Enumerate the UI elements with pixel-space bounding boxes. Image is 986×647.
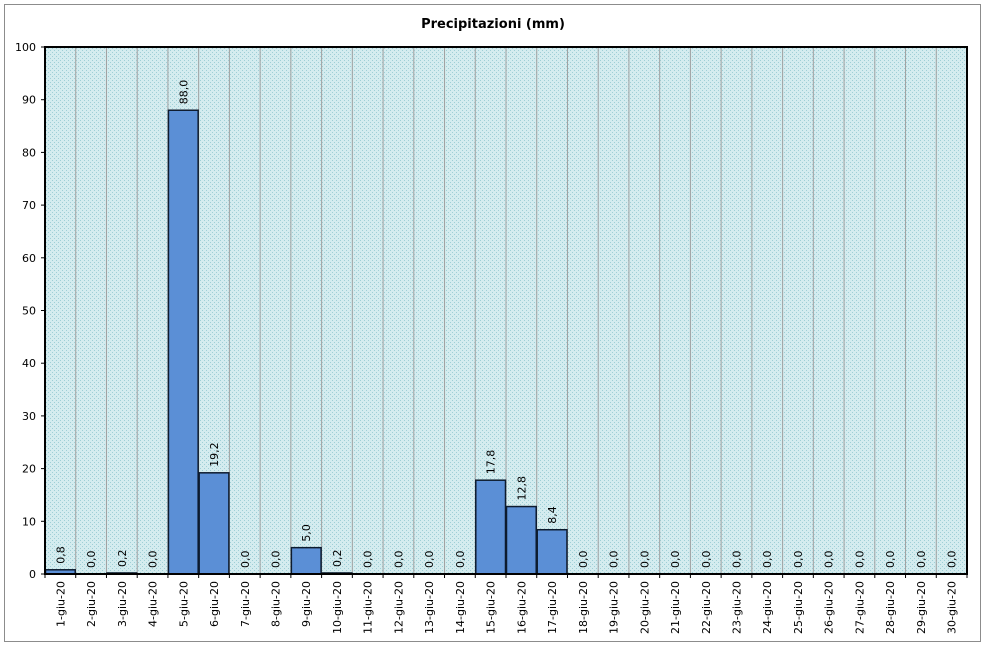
x-tick-label: 12-giu-20 bbox=[392, 581, 405, 634]
plot-border bbox=[44, 46, 968, 575]
x-tick-label: 2-giu-20 bbox=[85, 581, 98, 627]
y-tick-label: 40 bbox=[22, 357, 36, 370]
x-tick-label: 18-giu-20 bbox=[577, 581, 590, 634]
x-tick-label: 28-giu-20 bbox=[884, 581, 897, 634]
data-label: 17,8 bbox=[485, 450, 498, 474]
data-label: 5,0 bbox=[300, 524, 313, 542]
x-tick-label: 5-giu-20 bbox=[177, 581, 190, 627]
x-tick-label: 8-giu-20 bbox=[270, 581, 283, 627]
data-label: 0,0 bbox=[147, 551, 160, 569]
y-tick-label: 0 bbox=[29, 568, 36, 581]
x-tick-label: 14-giu-20 bbox=[454, 581, 467, 634]
x-tick-label: 25-giu-20 bbox=[792, 581, 805, 634]
data-label: 0,0 bbox=[577, 551, 590, 569]
data-label: 0,0 bbox=[85, 551, 98, 569]
x-tick-label: 19-giu-20 bbox=[608, 581, 621, 634]
bar-15-giu-20 bbox=[475, 479, 507, 575]
bar-6-giu-20 bbox=[198, 472, 230, 575]
x-tick-label: 23-giu-20 bbox=[731, 581, 744, 634]
data-label: 0,0 bbox=[239, 551, 252, 569]
data-label: 0,0 bbox=[884, 551, 897, 569]
data-label: 0,0 bbox=[669, 551, 682, 569]
data-label: 88,0 bbox=[177, 80, 190, 105]
x-tick-label: 21-giu-20 bbox=[669, 581, 682, 634]
x-tick-label: 9-giu-20 bbox=[300, 581, 313, 627]
data-label: 0,2 bbox=[116, 549, 129, 567]
data-label: 0,8 bbox=[54, 546, 67, 564]
data-label: 0,0 bbox=[362, 551, 375, 569]
data-label: 0,0 bbox=[423, 551, 436, 569]
data-label: 0,0 bbox=[792, 551, 805, 569]
plot-area: 0,8 0,0 0,2 0,0 88,0 19,2 0,0 0,0 5,0 0,2 0,0 0,0 0,… bbox=[15, 41, 968, 634]
data-label: 0,0 bbox=[608, 551, 621, 569]
data-label: 0,0 bbox=[270, 551, 283, 569]
x-tick-label: 13-giu-20 bbox=[423, 581, 436, 634]
data-label: 0,0 bbox=[454, 551, 467, 569]
x-tick-label: 26-giu-20 bbox=[823, 581, 836, 634]
data-label: 0,0 bbox=[638, 551, 651, 569]
y-tick-label: 30 bbox=[22, 410, 36, 423]
data-label: 0,0 bbox=[731, 551, 744, 569]
x-tick-label: 1-giu-20 bbox=[54, 581, 67, 627]
x-tick-label: 27-giu-20 bbox=[853, 581, 866, 634]
x-tick-label: 6-giu-20 bbox=[208, 581, 221, 627]
data-label: 0,0 bbox=[392, 551, 405, 569]
x-tick-label: 10-giu-20 bbox=[331, 581, 344, 634]
y-tick-label: 20 bbox=[22, 463, 36, 476]
chart-title: Precipitazioni (mm) bbox=[421, 17, 565, 32]
bar-5-giu-20 bbox=[167, 109, 199, 575]
data-label: 0,0 bbox=[823, 551, 836, 569]
data-label: 0,0 bbox=[946, 551, 959, 569]
x-tick-label: 7-giu-20 bbox=[239, 581, 252, 627]
x-tick-label: 29-giu-20 bbox=[915, 581, 928, 634]
data-label: 0,0 bbox=[915, 551, 928, 569]
y-tick-label: 100 bbox=[15, 41, 36, 54]
x-tick-label: 11-giu-20 bbox=[362, 581, 375, 634]
x-tick-label: 16-giu-20 bbox=[515, 581, 528, 634]
data-label: 0,0 bbox=[853, 551, 866, 569]
x-tick-label: 24-giu-20 bbox=[761, 581, 774, 634]
y-tick-label: 60 bbox=[22, 252, 36, 265]
x-tick-label: 17-giu-20 bbox=[546, 581, 559, 634]
data-label: 0,2 bbox=[331, 549, 344, 567]
x-tick-label: 15-giu-20 bbox=[485, 581, 498, 634]
data-label: 0,0 bbox=[700, 551, 713, 569]
data-label: 8,4 bbox=[546, 506, 559, 524]
x-tick-label: 4-giu-20 bbox=[147, 581, 160, 627]
data-label: 0,0 bbox=[761, 551, 774, 569]
y-tick-label: 10 bbox=[22, 515, 36, 528]
bar-9-giu-20 bbox=[290, 546, 322, 575]
data-label: 19,2 bbox=[208, 442, 221, 467]
x-tick-label: 30-giu-20 bbox=[946, 581, 959, 634]
x-tick-label: 3-giu-20 bbox=[116, 581, 129, 627]
y-tick-label: 70 bbox=[22, 199, 36, 212]
x-tick-label: 22-giu-20 bbox=[700, 581, 713, 634]
bar-16-giu-20 bbox=[505, 505, 537, 575]
bar-17-giu-20 bbox=[536, 528, 568, 575]
y-tick-label: 90 bbox=[22, 94, 36, 107]
data-label: 12,8 bbox=[515, 476, 528, 501]
y-tick-label: 50 bbox=[22, 305, 36, 318]
x-tick-label: 20-giu-20 bbox=[638, 581, 651, 634]
y-tick-label: 80 bbox=[22, 146, 36, 159]
